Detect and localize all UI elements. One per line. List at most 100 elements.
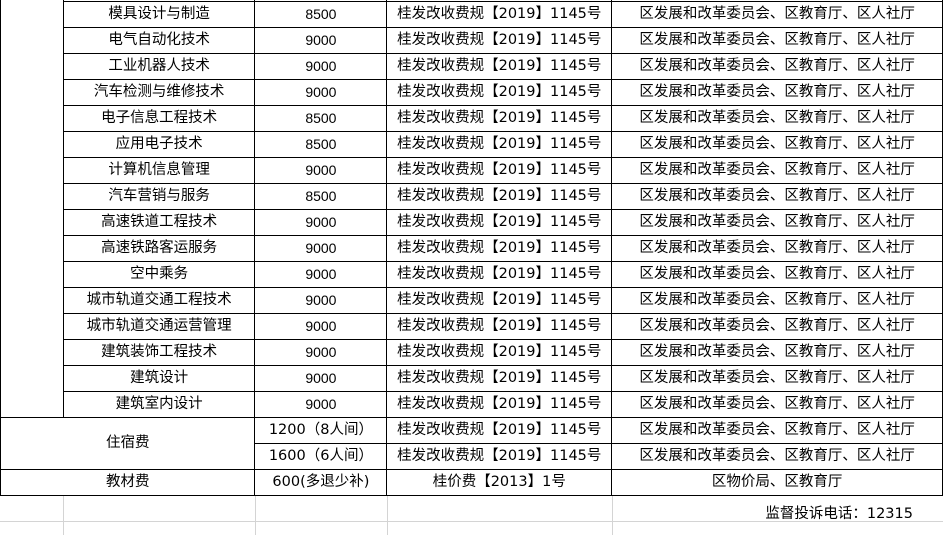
program-name[interactable]: 模具设计与制造	[62, 1, 256, 28]
policy-document[interactable]: 桂发改收费规【2019】1145号	[386, 313, 613, 340]
policy-document[interactable]: 桂发改收费规【2019】1145号	[386, 79, 613, 106]
program-name[interactable]: 高速铁道工程技术	[62, 209, 256, 236]
approving-authority[interactable]: 区发展和改革委员会、区教育厅、区人社厅	[611, 105, 943, 132]
approving-authority[interactable]: 区发展和改革委员会、区教育厅、区人社厅	[611, 209, 943, 236]
gridline	[255, 495, 256, 535]
policy-document[interactable]: 桂发改收费规【2019】1145号	[386, 261, 613, 288]
table-row: 1600（6人间） 桂发改收费规【2019】1145号 区发展和改革委员会、区教育厅…	[1, 443, 943, 470]
policy-document[interactable]: 桂发改收费规【2019】1145号	[386, 235, 613, 262]
accommodation-fee[interactable]: 1600（6人间）	[254, 443, 388, 470]
approving-authority[interactable]: 区发展和改革委员会、区教育厅、区人社厅	[611, 1, 943, 28]
approving-authority[interactable]: 区发展和改革委员会、区教育厅、区人社厅	[611, 391, 943, 418]
approving-authority[interactable]: 区发展和改革委员会、区教育厅、区人社厅	[611, 313, 943, 340]
tuition-fee[interactable]: 9000	[254, 391, 388, 418]
approving-authority[interactable]: 区物价局、区教育厅	[611, 469, 943, 496]
program-name[interactable]: 空中乘务	[62, 261, 256, 288]
approving-authority[interactable]: 区发展和改革委员会、区教育厅、区人社厅	[611, 339, 943, 366]
program-name[interactable]: 工业机器人技术	[62, 53, 256, 80]
policy-document[interactable]: 桂价费【2013】1号	[386, 469, 613, 496]
approving-authority[interactable]: 区发展和改革委员会、区教育厅、区人社厅	[611, 157, 943, 184]
table-row: 城市轨道交通运营管理 9000 桂发改收费规【2019】1145号 区发展和改革委员会…	[1, 313, 943, 340]
policy-document[interactable]: 桂发改收费规【2019】1145号	[386, 209, 613, 236]
policy-document[interactable]: 桂发改收费规【2019】1145号	[386, 287, 613, 314]
approving-authority[interactable]: 区发展和改革委员会、区教育厅、区人社厅	[611, 53, 943, 80]
tuition-fee[interactable]: 8500	[254, 105, 388, 132]
approving-authority[interactable]: 区发展和改革委员会、区教育厅、区人社厅	[611, 365, 943, 392]
policy-document[interactable]: 桂发改收费规【2019】1145号	[386, 1, 613, 28]
program-name[interactable]: 高速铁路客运服务	[62, 235, 256, 262]
accommodation-fee[interactable]: 1200（8人间）	[254, 417, 388, 444]
table-row: 工业机器人技术 9000 桂发改收费规【2019】1145号 区发展和改革委员会、区教…	[1, 53, 943, 80]
tuition-fee[interactable]: 9000	[254, 339, 388, 366]
gridline	[612, 495, 613, 535]
table-row: 建筑设计 9000 桂发改收费规【2019】1145号 区发展和改革委员会、区教育厅、…	[1, 365, 943, 392]
approving-authority[interactable]: 区发展和改革委员会、区教育厅、区人社厅	[611, 131, 943, 158]
approving-authority[interactable]: 区发展和改革委员会、区教育厅、区人社厅	[611, 261, 943, 288]
tuition-fee[interactable]: 9000	[254, 27, 388, 54]
program-name[interactable]: 汽车检测与维修技术	[62, 79, 256, 106]
approving-authority[interactable]: 区发展和改革委员会、区教育厅、区人社厅	[611, 27, 943, 54]
tuition-fee[interactable]: 9000	[254, 157, 388, 184]
table-row: 模具设计与制造 8500 桂发改收费规【2019】1145号 区发展和改革委员会、区教…	[1, 1, 943, 28]
table-row: 住宿费 1200（8人间） 桂发改收费规【2019】1145号 区发展和改革委员会、区…	[0, 417, 943, 470]
program-name[interactable]: 城市轨道交通工程技术	[62, 287, 256, 314]
table-row: 电气自动化技术 9000 桂发改收费规【2019】1145号 区发展和改革委员会、区教…	[1, 27, 943, 54]
table-row: 城市轨道交通工程技术 9000 桂发改收费规【2019】1145号 区发展和改革委员会…	[1, 287, 943, 314]
table-row: 汽车检测与维修技术 9000 桂发改收费规【2019】1145号 区发展和改革委员会、…	[1, 79, 943, 106]
program-name[interactable]: 应用电子技术	[62, 131, 256, 158]
policy-document[interactable]: 桂发改收费规【2019】1145号	[386, 443, 613, 470]
program-name[interactable]: 建筑设计	[62, 365, 256, 392]
tuition-fee[interactable]: 9000	[254, 313, 388, 340]
tuition-fee[interactable]: 9000	[254, 365, 388, 392]
policy-document[interactable]: 桂发改收费规【2019】1145号	[386, 417, 613, 444]
policy-document[interactable]: 桂发改收费规【2019】1145号	[386, 339, 613, 366]
policy-document[interactable]: 桂发改收费规【2019】1145号	[386, 183, 613, 210]
tuition-fee[interactable]: 9000	[254, 79, 388, 106]
approving-authority[interactable]: 区发展和改革委员会、区教育厅、区人社厅	[611, 183, 943, 210]
gridline	[0, 521, 943, 522]
table-row: 汽车营销与服务 8500 桂发改收费规【2019】1145号 区发展和改革委员会、区教…	[1, 183, 943, 210]
textbook-label[interactable]: 教材费	[0, 469, 256, 496]
table-row: 计算机信息管理 9000 桂发改收费规【2019】1145号 区发展和改革委员会、区教…	[1, 157, 943, 184]
tuition-fee[interactable]: 8500	[254, 183, 388, 210]
approving-authority[interactable]: 区发展和改革委员会、区教育厅、区人社厅	[611, 235, 943, 262]
policy-document[interactable]: 桂发改收费规【2019】1145号	[386, 131, 613, 158]
fee-table: 模具设计与制造 8500 桂发改收费规【2019】1145号 区发展和改革委员会、区教…	[0, 0, 943, 496]
tuition-fee[interactable]: 8500	[254, 1, 388, 28]
approving-authority[interactable]: 区发展和改革委员会、区教育厅、区人社厅	[611, 79, 943, 106]
tuition-fee[interactable]: 9000	[254, 209, 388, 236]
program-name[interactable]: 建筑装饰工程技术	[62, 339, 256, 366]
table-row: 教材费 600(多退少补) 桂价费【2013】1号 区物价局、区教育厅	[0, 469, 943, 496]
program-name[interactable]: 计算机信息管理	[62, 157, 256, 184]
tuition-fee[interactable]: 8500	[254, 131, 388, 158]
table-row: 空中乘务 9000 桂发改收费规【2019】1145号 区发展和改革委员会、区教育厅、…	[1, 261, 943, 288]
program-name[interactable]: 汽车营销与服务	[62, 183, 256, 210]
tuition-fee[interactable]: 9000	[254, 287, 388, 314]
table-row: 建筑室内设计 9000 桂发改收费规【2019】1145号 区发展和改革委员会、区教育…	[1, 391, 943, 418]
policy-document[interactable]: 桂发改收费规【2019】1145号	[386, 365, 613, 392]
policy-document[interactable]: 桂发改收费规【2019】1145号	[386, 27, 613, 54]
approving-authority[interactable]: 区发展和改革委员会、区教育厅、区人社厅	[611, 287, 943, 314]
policy-document[interactable]: 桂发改收费规【2019】1145号	[386, 157, 613, 184]
tuition-fee[interactable]: 9000	[254, 235, 388, 262]
tuition-fee[interactable]: 9000	[254, 53, 388, 80]
gridline	[63, 495, 64, 535]
approving-authority[interactable]: 区发展和改革委员会、区教育厅、区人社厅	[611, 443, 943, 470]
program-name[interactable]: 电子信息工程技术	[62, 105, 256, 132]
program-name[interactable]: 电气自动化技术	[62, 27, 256, 54]
approving-authority[interactable]: 区发展和改革委员会、区教育厅、区人社厅	[611, 417, 943, 444]
table-row: 高速铁道工程技术 9000 桂发改收费规【2019】1145号 区发展和改革委员会、区…	[1, 209, 943, 236]
policy-document[interactable]: 桂发改收费规【2019】1145号	[386, 105, 613, 132]
table-row: 高速铁路客运服务 9000 桂发改收费规【2019】1145号 区发展和改革委员会、区…	[1, 235, 943, 262]
accommodation-label[interactable]: 住宿费	[0, 417, 256, 470]
tuition-fee[interactable]: 9000	[254, 261, 388, 288]
program-name[interactable]: 城市轨道交通运营管理	[62, 313, 256, 340]
table-row: 电子信息工程技术 8500 桂发改收费规【2019】1145号 区发展和改革委员会、区…	[1, 105, 943, 132]
gridline	[387, 495, 388, 535]
cell[interactable]	[0, 0, 64, 418]
textbook-fee[interactable]: 600(多退少补)	[254, 469, 388, 496]
policy-document[interactable]: 桂发改收费规【2019】1145号	[386, 391, 613, 418]
policy-document[interactable]: 桂发改收费规【2019】1145号	[386, 53, 613, 80]
table-row: 应用电子技术 8500 桂发改收费规【2019】1145号 区发展和改革委员会、区教育…	[1, 131, 943, 158]
program-name[interactable]: 建筑室内设计	[62, 391, 256, 418]
